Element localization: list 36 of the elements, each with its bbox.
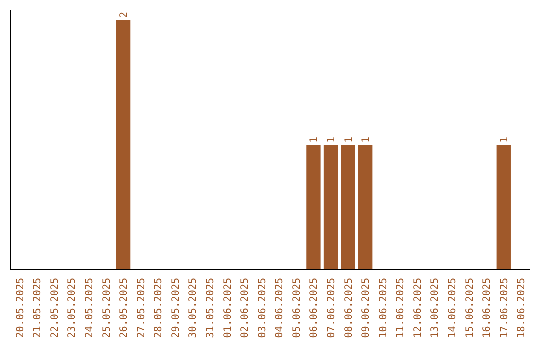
x-tick-label: 06.06.2025 xyxy=(309,278,320,338)
x-tick-label: 29.05.2025 xyxy=(170,278,182,338)
x-tick-label: 21.05.2025 xyxy=(32,278,44,338)
x-tick-label: 13.06.2025 xyxy=(430,278,442,338)
x-tick-label: 09.06.2025 xyxy=(361,278,372,338)
x-tick-label: 27.05.2025 xyxy=(136,278,148,338)
data-label: 1 xyxy=(344,136,355,143)
data-label: 1 xyxy=(361,136,372,143)
x-tick-label: 23.05.2025 xyxy=(67,278,78,338)
x-tick-label: 08.06.2025 xyxy=(344,278,355,338)
x-tick-label: 01.06.2025 xyxy=(222,278,234,338)
x-tick-label: 28.05.2025 xyxy=(154,278,165,338)
x-tick-label: 15.06.2025 xyxy=(464,278,476,338)
x-tick-label: 04.06.2025 xyxy=(274,278,286,338)
x-tick-label: 14.06.2025 xyxy=(448,278,459,338)
x-tick-label: 05.06.2025 xyxy=(292,278,303,338)
x-tick-label: 03.06.2025 xyxy=(257,278,268,338)
data-label: 1 xyxy=(309,136,320,143)
data-label: 1 xyxy=(499,136,510,143)
x-tick-label: 24.05.2025 xyxy=(84,278,96,338)
x-tick-label: 16.06.2025 xyxy=(482,278,494,338)
x-tick-label: 31.05.2025 xyxy=(205,278,216,338)
x-tick-label: 18.06.2025 xyxy=(516,278,528,338)
x-tick-label: 20.05.2025 xyxy=(15,278,26,338)
x-tick-label: 10.06.2025 xyxy=(378,278,390,338)
x-tick-label: 30.05.2025 xyxy=(188,278,200,338)
x-tick-label: 11.06.2025 xyxy=(396,278,407,338)
data-label: 1 xyxy=(326,136,338,143)
x-tick-label: 26.05.2025 xyxy=(119,278,130,338)
x-tick-label: 25.05.2025 xyxy=(102,278,113,338)
x-tick-label: 02.06.2025 xyxy=(240,278,252,338)
x-tick-label: 12.06.2025 xyxy=(412,278,424,338)
x-tick-label: 07.06.2025 xyxy=(326,278,338,338)
data-label: 2 xyxy=(119,12,130,18)
x-tick-label: 17.06.2025 xyxy=(499,278,510,338)
x-tick-label: 22.05.2025 xyxy=(50,278,61,338)
